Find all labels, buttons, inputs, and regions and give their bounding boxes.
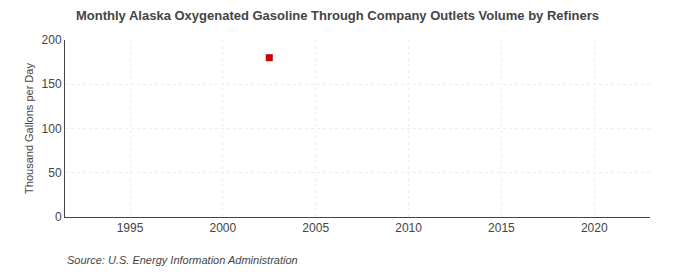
- svg-text:2020: 2020: [581, 221, 608, 235]
- svg-text:1995: 1995: [117, 221, 144, 235]
- svg-text:Source: U.S. Energy Informatio: Source: U.S. Energy Information Administ…: [67, 254, 298, 266]
- svg-text:2005: 2005: [302, 221, 329, 235]
- svg-text:100: 100: [42, 122, 62, 136]
- svg-text:2000: 2000: [210, 221, 237, 235]
- svg-text:2010: 2010: [395, 221, 422, 235]
- svg-text:0: 0: [55, 210, 62, 224]
- svg-text:2015: 2015: [488, 221, 515, 235]
- svg-text:Monthly Alaska Oxygenated Gaso: Monthly Alaska Oxygenated Gasoline Throu…: [76, 8, 599, 23]
- svg-text:50: 50: [48, 166, 62, 180]
- svg-text:Thousand Gallons per Day: Thousand Gallons per Day: [23, 63, 35, 194]
- svg-text:200: 200: [42, 33, 62, 47]
- svg-text:150: 150: [42, 77, 62, 91]
